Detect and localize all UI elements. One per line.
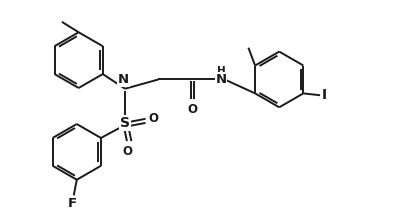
- Text: F: F: [68, 197, 77, 210]
- Text: I: I: [322, 88, 327, 102]
- Text: O: O: [122, 145, 132, 158]
- Text: S: S: [120, 116, 130, 130]
- Text: O: O: [187, 103, 197, 116]
- Text: N: N: [118, 73, 129, 86]
- Text: H: H: [216, 66, 225, 76]
- Text: N: N: [215, 73, 226, 86]
- Text: O: O: [149, 112, 159, 125]
